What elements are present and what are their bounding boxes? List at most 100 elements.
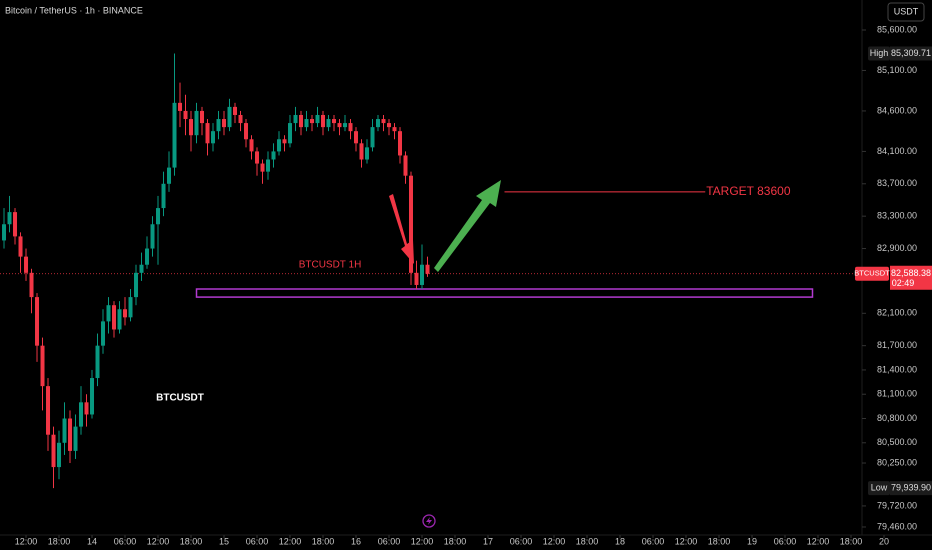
candle-body (392, 127, 397, 132)
candle-body (376, 119, 381, 128)
candle-body (24, 256, 29, 273)
icon-ring[interactable] (422, 514, 436, 528)
y-tick-label: 80,250.00 (877, 457, 917, 467)
symbol-tag-label: BTCUSDT (854, 269, 890, 278)
candle-body (425, 264, 430, 274)
candle-body (354, 131, 359, 144)
target-label: TARGET 83600 (706, 184, 791, 198)
candle-body (227, 106, 232, 128)
x-tick-label: 06:00 (114, 536, 137, 546)
candle-body (326, 119, 331, 128)
candle-body (117, 309, 122, 330)
x-tick-label: 12:00 (411, 536, 434, 546)
candle-body (2, 224, 7, 241)
y-tick-label: 81,100.00 (877, 389, 917, 399)
x-tick-label: 12:00 (675, 536, 698, 546)
down-arrow (389, 194, 414, 264)
candle-body (123, 309, 128, 318)
x-tick-label: 18:00 (48, 536, 71, 546)
candle-body (62, 418, 67, 443)
candle-body (293, 114, 298, 124)
candle-body (348, 123, 353, 132)
candle-body (18, 236, 23, 257)
candle-body (282, 139, 287, 144)
candle-body (260, 163, 265, 172)
candle-body (420, 264, 425, 285)
candle-body (414, 272, 419, 285)
low-marker-label: 79,939.90 (891, 483, 931, 493)
candle-body (40, 345, 45, 387)
icon-bolt[interactable] (426, 517, 432, 525)
candle-body (205, 123, 210, 144)
candle-body (189, 119, 194, 136)
candle-body (57, 442, 62, 468)
y-tick-label: 84,100.00 (877, 146, 917, 156)
candle-body (13, 212, 18, 237)
x-tick-label: 12:00 (279, 536, 302, 546)
candle-body (343, 123, 348, 128)
y-tick-label: 82,900.00 (877, 243, 917, 253)
candle-body (277, 139, 282, 152)
candle-body (255, 151, 260, 164)
x-tick-label: 20 (879, 536, 889, 546)
x-tick-label: 18:00 (840, 536, 863, 546)
candle-body (178, 102, 183, 111)
candle-body (299, 114, 304, 128)
currency-button[interactable] (887, 2, 925, 22)
candle-body (139, 264, 144, 273)
currency-label[interactable]: USDT (894, 6, 919, 16)
candle-body (332, 119, 337, 124)
y-tick-label: 85,100.00 (877, 65, 917, 75)
candle-body (95, 345, 100, 379)
candle-body (381, 119, 386, 124)
x-tick-label: 06:00 (642, 536, 665, 546)
high-marker-tag (868, 46, 890, 61)
y-tick-label: 80,500.00 (877, 437, 917, 447)
x-tick-label: 12:00 (15, 536, 38, 546)
x-tick-label: 06:00 (510, 536, 533, 546)
y-tick-label: 82,100.00 (877, 308, 917, 318)
candle-body (150, 224, 155, 249)
candle-body (249, 139, 254, 152)
chart-title: Bitcoin / TetherUS · 1h · BINANCE (5, 5, 143, 15)
candle-body (145, 248, 150, 265)
support-zone (195, 288, 814, 298)
candle-body (211, 131, 216, 144)
candle-body (359, 143, 364, 160)
candle-body (403, 155, 408, 176)
candle-body (46, 386, 51, 435)
candle-body (266, 159, 271, 172)
x-tick-label: 18:00 (576, 536, 599, 546)
candle-body (134, 272, 139, 298)
candle-body (101, 321, 106, 346)
x-tick-label: 19 (747, 536, 757, 546)
candle-body (51, 434, 56, 468)
x-tick-label: 12:00 (543, 536, 566, 546)
x-tick-label: 15 (219, 536, 229, 546)
x-tick-label: 18:00 (312, 536, 335, 546)
y-tick-label: 81,700.00 (877, 340, 917, 350)
y-tick-label: 81,400.00 (877, 364, 917, 374)
symbol-tag (855, 266, 889, 281)
x-tick-label: 17 (483, 536, 493, 546)
replay-icon[interactable] (422, 514, 436, 528)
candle-body (68, 418, 73, 451)
y-tick-label: 79,460.00 (877, 521, 917, 531)
x-tick-label: 06:00 (378, 536, 401, 546)
last-price-label: 82,588.38 (891, 268, 931, 278)
low-marker-box (890, 481, 932, 496)
x-tick-label: 18 (615, 536, 625, 546)
candle-body (73, 426, 78, 451)
high-marker-tag-label: High (870, 48, 889, 58)
candle-body (222, 119, 227, 128)
x-tick-label: 18:00 (708, 536, 731, 546)
low-marker-tag-label: Low (871, 483, 888, 493)
y-tick-label: 80,800.00 (877, 413, 917, 423)
candle-body (216, 119, 221, 132)
timeframe-label: BTCUSDT 1H (299, 260, 362, 271)
x-tick-label: 06:00 (246, 536, 269, 546)
candle-body (200, 110, 205, 124)
x-tick-label: 14 (87, 536, 97, 546)
